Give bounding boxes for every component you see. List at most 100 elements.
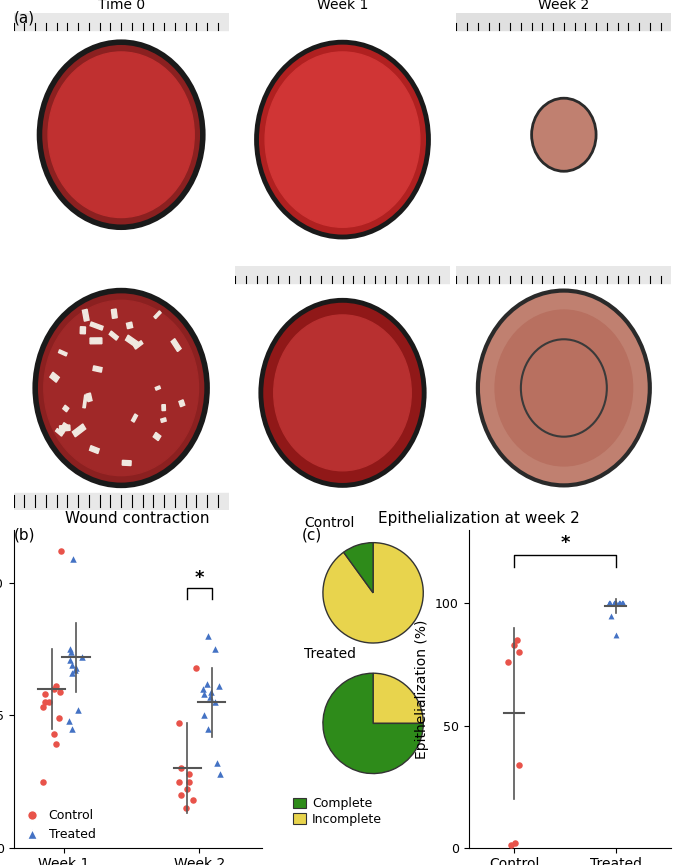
Point <box>44 695 55 709</box>
Point <box>50 738 61 752</box>
Bar <box>456 13 671 30</box>
Point <box>64 714 75 727</box>
Wedge shape <box>323 542 423 643</box>
Circle shape <box>261 300 424 485</box>
Point <box>48 682 59 695</box>
Point <box>40 695 51 709</box>
Point <box>55 544 66 558</box>
Y-axis label: Epithelialization (%): Epithelialization (%) <box>416 619 429 759</box>
Point <box>210 695 221 709</box>
Bar <box>80 327 86 334</box>
Bar <box>90 338 102 343</box>
Point <box>77 650 88 664</box>
Point <box>55 684 66 698</box>
Point <box>187 793 198 807</box>
Point <box>611 628 622 642</box>
Circle shape <box>35 291 207 485</box>
Circle shape <box>257 42 428 237</box>
Point <box>199 708 210 722</box>
Point <box>184 766 195 780</box>
Circle shape <box>48 52 195 217</box>
Bar <box>90 445 99 453</box>
Bar <box>154 311 161 318</box>
Point <box>506 838 516 852</box>
Title: Week 1: Week 1 <box>316 0 369 12</box>
Point <box>205 690 216 704</box>
Point <box>190 661 201 675</box>
Bar <box>86 393 92 401</box>
Point <box>203 629 214 643</box>
Point <box>68 552 79 566</box>
Point <box>206 684 217 698</box>
Point <box>66 721 77 735</box>
Bar <box>63 405 68 412</box>
Bar <box>93 366 102 372</box>
Point <box>202 721 213 735</box>
Title: Wound contraction: Wound contraction <box>66 511 210 526</box>
Bar <box>82 310 89 321</box>
Point <box>214 679 225 693</box>
Point <box>173 716 184 730</box>
Point <box>606 609 617 623</box>
Bar <box>134 341 143 349</box>
Point <box>201 676 212 690</box>
Point <box>67 658 78 672</box>
Point <box>513 758 524 772</box>
Bar <box>60 423 68 433</box>
Point <box>616 597 627 611</box>
Point <box>51 679 62 693</box>
Point <box>64 653 75 667</box>
Point <box>608 597 619 611</box>
Point <box>212 756 223 770</box>
Point <box>610 597 621 611</box>
Bar <box>112 309 117 318</box>
Text: (a): (a) <box>14 10 35 25</box>
Wedge shape <box>323 673 423 773</box>
Point <box>511 633 522 647</box>
Point <box>502 655 513 669</box>
Point <box>617 597 628 611</box>
Point <box>48 727 59 740</box>
Point <box>176 788 187 802</box>
Point <box>614 597 625 611</box>
Circle shape <box>44 300 199 476</box>
Bar <box>179 400 185 407</box>
Bar <box>50 372 60 382</box>
Point <box>604 597 615 611</box>
Wedge shape <box>344 542 373 593</box>
Bar <box>90 322 103 330</box>
Bar <box>83 395 87 408</box>
Point <box>73 703 84 717</box>
Title: Week 2: Week 2 <box>538 0 590 12</box>
Circle shape <box>274 315 411 471</box>
Bar <box>132 414 138 422</box>
Bar <box>161 418 166 422</box>
Bar <box>73 424 86 437</box>
Point <box>66 666 77 680</box>
Text: (b): (b) <box>14 528 35 542</box>
Point <box>610 597 621 611</box>
Point <box>53 711 64 725</box>
Wedge shape <box>373 673 423 723</box>
Point <box>608 597 619 611</box>
Point <box>197 682 208 695</box>
Title: Time 0: Time 0 <box>97 0 145 12</box>
Text: (c): (c) <box>301 528 322 542</box>
Bar <box>125 335 138 348</box>
Circle shape <box>532 99 596 171</box>
Point <box>69 663 80 677</box>
Point <box>603 597 614 611</box>
Bar <box>155 386 160 390</box>
Point <box>175 761 186 775</box>
Circle shape <box>265 52 420 227</box>
Bar <box>456 266 671 283</box>
Bar <box>162 405 166 411</box>
Point <box>614 597 625 611</box>
Bar <box>109 331 119 340</box>
Text: *: * <box>560 534 570 552</box>
Text: Control: Control <box>304 516 354 530</box>
Point <box>215 766 226 780</box>
Circle shape <box>478 291 650 485</box>
Point <box>64 643 75 657</box>
Bar <box>153 432 161 440</box>
